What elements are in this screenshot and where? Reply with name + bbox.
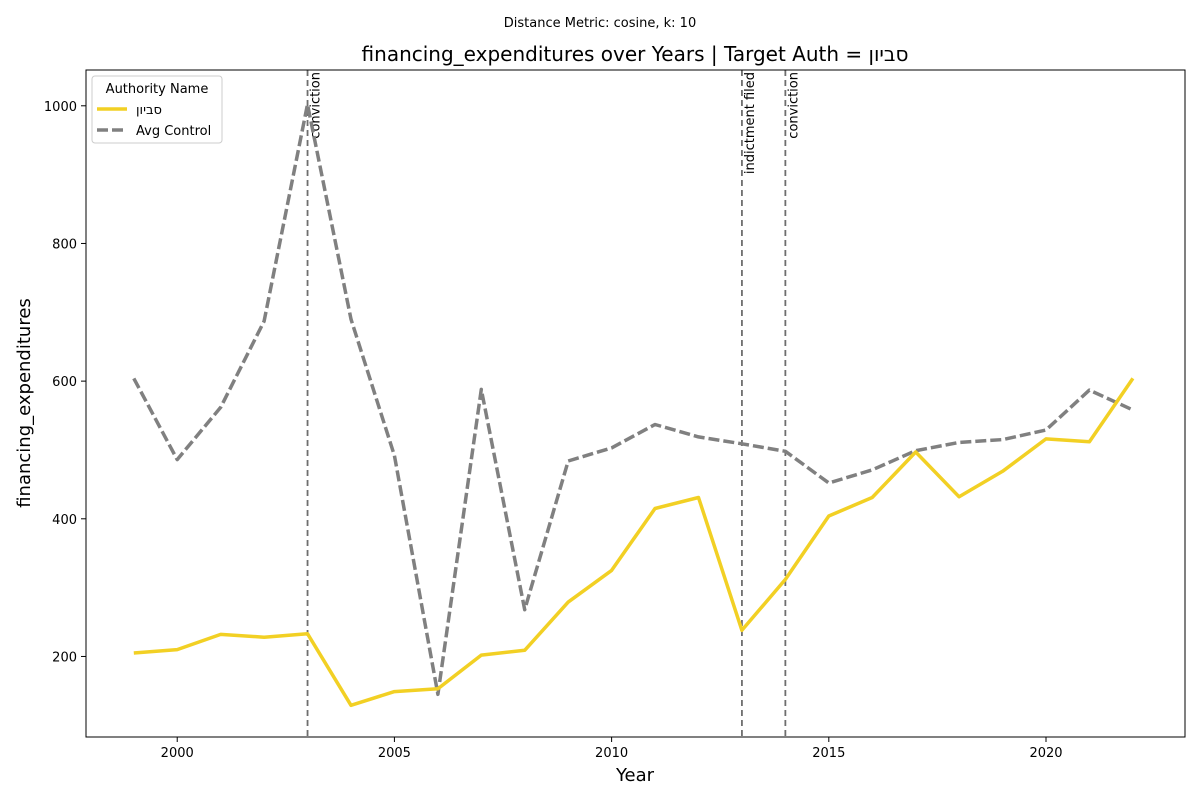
- event-label: conviction: [786, 72, 801, 139]
- x-tick-label: 2020: [1029, 746, 1062, 761]
- x-tick-label: 2010: [595, 746, 628, 761]
- series-line-target: [133, 377, 1135, 708]
- y-tick-label: 1000: [44, 100, 77, 115]
- x-tick-label: 2000: [161, 746, 194, 761]
- y-axis-ticks: 200 400 600 800 1000: [44, 100, 86, 665]
- event-label: indictment filed: [743, 72, 758, 174]
- legend-label-target: סביון: [136, 103, 162, 118]
- y-axis-label: financing_expenditures: [14, 298, 35, 508]
- chart-suptitle: Distance Metric: cosine, k: 10: [504, 16, 696, 31]
- legend-label-control: Avg Control: [136, 124, 211, 139]
- series-lines: [132, 102, 1135, 708]
- legend-box: [91, 75, 223, 144]
- x-tick-label: 2015: [812, 746, 845, 761]
- x-axis-ticks: 2000 2005 2010 2015 2020: [161, 737, 1063, 761]
- y-tick-label: 400: [52, 513, 77, 528]
- x-axis-label: Year: [615, 765, 655, 786]
- y-tick-label: 800: [52, 237, 77, 252]
- plot-frame: [85, 69, 1186, 738]
- series-line-control: [132, 102, 1134, 697]
- legend: Authority Name סביון Avg Control: [91, 75, 223, 144]
- legend-title: Authority Name: [106, 82, 209, 97]
- event-markers: conviction indictment filed conviction: [306, 70, 801, 737]
- x-tick-label: 2005: [378, 746, 411, 761]
- y-tick-label: 200: [52, 650, 77, 665]
- y-tick-label: 600: [52, 375, 77, 390]
- chart-title: financing_expenditures over Years | Targ…: [362, 42, 909, 66]
